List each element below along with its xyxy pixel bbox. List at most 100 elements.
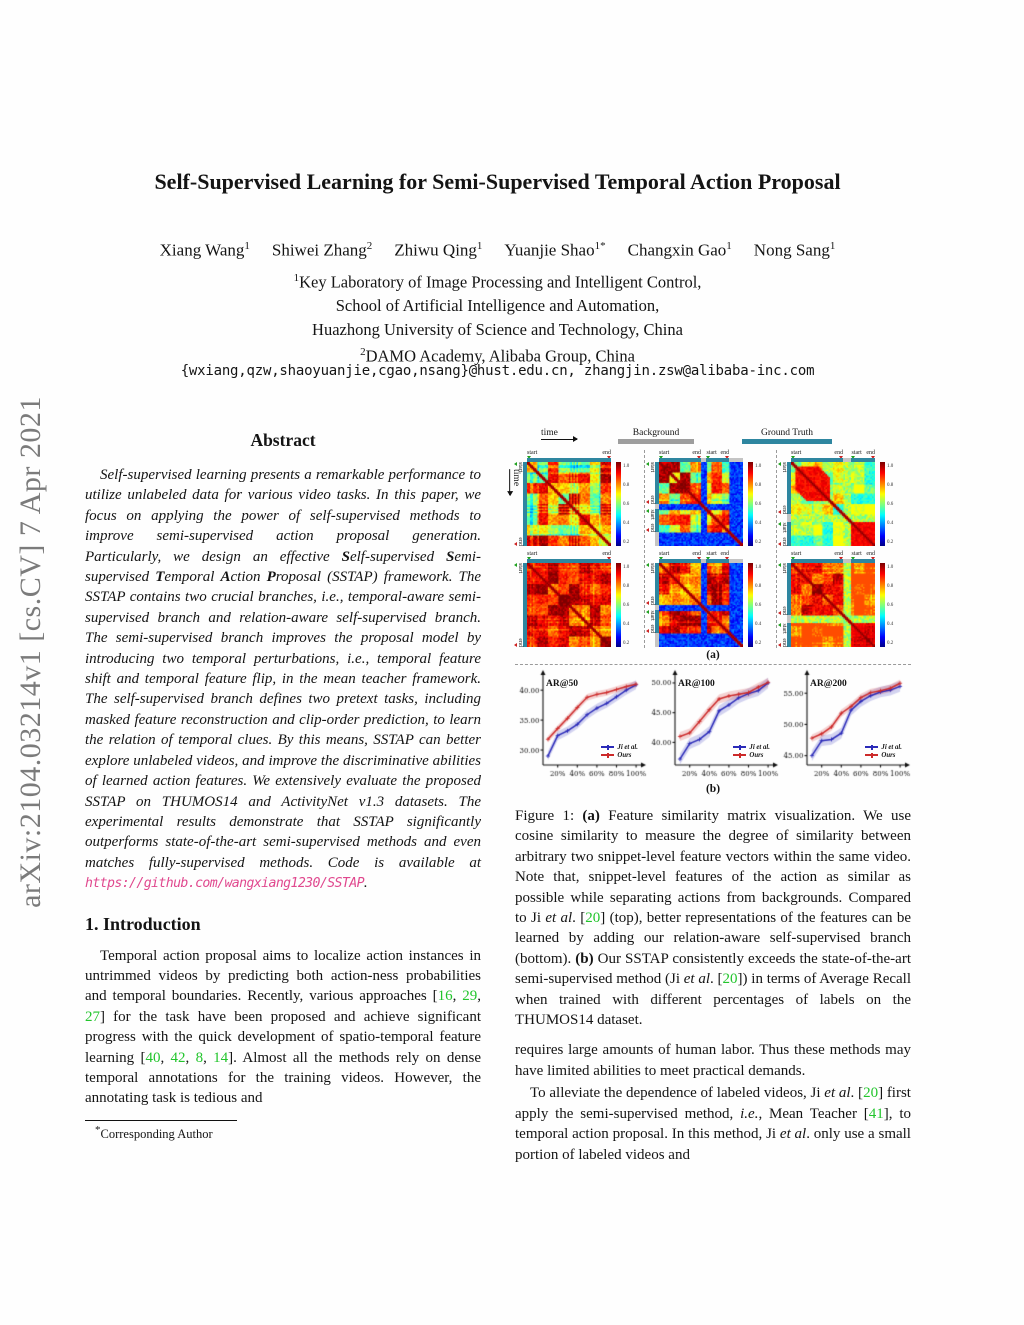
end-marker [778,542,782,546]
ar-plot-ar-50: AR@50 Ji et al. Ours [515,668,647,782]
text-run: . only use a small portion of labeled vi… [515,1126,911,1163]
start-label: start [517,563,524,574]
introduction-heading: 1. Introduction [85,913,201,934]
end-marker [607,557,611,560]
colorbar-tick: 0.8 [887,584,894,589]
start-label: start [527,450,538,456]
colorbar-tick: 0.8 [887,483,894,488]
affiliation-line: Huazhong University of Science and Techn… [312,319,683,339]
start-marker [778,462,782,466]
start-marker [851,557,856,560]
author-name: Changxin Gao1 [627,240,732,260]
author-superscript: 1 [726,240,732,252]
start-label: start [781,563,788,574]
colorbar-tick: 0.6 [887,603,894,608]
legend-line-swatch [601,744,615,750]
matrix-top-axis: start end [527,450,611,462]
text-run: Our SSTAP consistently exceeds the state… [515,950,911,988]
figure-caption: Figure 1: (a) Feature similarity matrix … [515,806,911,1030]
segment [527,458,611,462]
start-marker [791,456,795,459]
end-marker [778,510,782,515]
ground-truth-bar [742,439,832,444]
matrix-left-axis: start end start end [646,462,659,546]
figure-divider [515,664,911,665]
colorbar-tick: 0.4 [755,521,762,526]
author-name: Shiwei Zhang2 [271,240,373,260]
end-label: end [781,606,788,616]
author-superscript: 1 [829,240,836,252]
segment [791,559,844,563]
start-marker [527,456,531,459]
similarity-matrix-ours-video1: start end start end 1.0 0.8 0.6 0.4 0.2 [514,551,641,648]
end-label: end [649,596,656,605]
end-marker [607,456,611,459]
text-run: (a) [582,808,600,824]
colorbar-tick: 0.4 [623,521,630,526]
end-marker [697,456,701,459]
colorbar-tick: 0.4 [887,622,894,627]
legend-marker [870,752,873,758]
similarity-matrix-ji-video1: start end start end 1.0 0.8 0.6 0.4 0.2 [514,450,641,547]
ar-plot-canvas [515,668,647,782]
text-run: , [160,1049,171,1066]
similarity-matrix-grid: time start end start end 1.0 0.8 0.6 0.4 0.2 star… [506,450,911,648]
text-run: et al [545,910,573,927]
legend-label: Ji et al. [881,743,902,751]
start-marker [646,462,650,466]
legend-label: Ji et al. [617,743,638,751]
similarity-matrix-canvas [659,563,743,647]
end-marker [725,456,730,459]
axis-labels: start end start end [791,450,875,459]
affiliation-list: 1Key Laboratory of Image Processing and … [85,267,910,368]
text-run: ]) in terms of Average Recall when train… [515,971,912,1029]
similarity-matrix-ji-video2: start end start end start end start end 1.0 0.8 0.… [646,450,773,547]
author-name: Xiang Wang1 [159,240,250,260]
colorbar-tick: 0.4 [755,622,762,627]
text-run: . [ [572,910,586,927]
end-marker [778,611,782,616]
author-name: Yuanjie Shao1* [504,240,606,260]
time-arrow-right [541,436,578,443]
end-marker [646,601,650,605]
author-name: Zhiwu Qing1 [394,240,483,260]
footnote-rule [85,1119,237,1121]
axis-labels: start end [514,563,524,647]
similarity-matrix-canvas [527,462,611,546]
citation: 20 [585,910,601,927]
legend-line-swatch [865,744,879,750]
matrix-separator [644,450,645,648]
colorbar-tick: 0.2 [623,540,630,545]
start-marker [778,522,782,527]
start-label: start [781,522,788,533]
citation: 20 [722,971,738,988]
ar-plot-canvas [779,668,911,782]
segment [527,559,611,563]
axis-labels: start end [514,462,523,546]
start-marker [778,623,782,628]
text-run: elf-supervised [349,548,447,565]
legend-item: Ours [733,751,770,759]
start-marker [659,557,663,560]
end-marker [778,643,782,647]
matrix-left-axis: start end start end [646,563,659,647]
start-marker [706,456,711,459]
citation: 8 [195,1049,204,1066]
author-emails: {wxiang,qzw,shaoyuanjie,cgao,nsang}@hust… [180,363,815,379]
colorbar [748,462,753,546]
affiliation-line: School of Artificial Intelligence and Au… [335,296,660,315]
text-run: i.e. [740,1105,759,1122]
text-run: P [266,569,276,586]
paragraph-continuation: requires large amounts of human labor. T… [515,1042,911,1079]
github-link[interactable]: https://github.com/wangxiang1230/SSTAP [85,876,365,892]
colorbar-tick: 0.6 [623,502,630,507]
paper-content: Self-Supervised Learning for Semi-Superv… [85,0,911,1325]
end-label: end [834,551,844,557]
ar-plots-row: AR@50 Ji et al. Ours AR@100 Ji et al. Ours AR@… [515,668,911,782]
start-label: start [649,462,656,473]
start-label: start [659,551,670,557]
plot-legend: Ji et al. Ours [601,743,638,759]
text-run: , Mean Teacher [ [758,1105,869,1122]
abstract-heading: Abstract [250,430,316,450]
start-marker [514,563,518,567]
